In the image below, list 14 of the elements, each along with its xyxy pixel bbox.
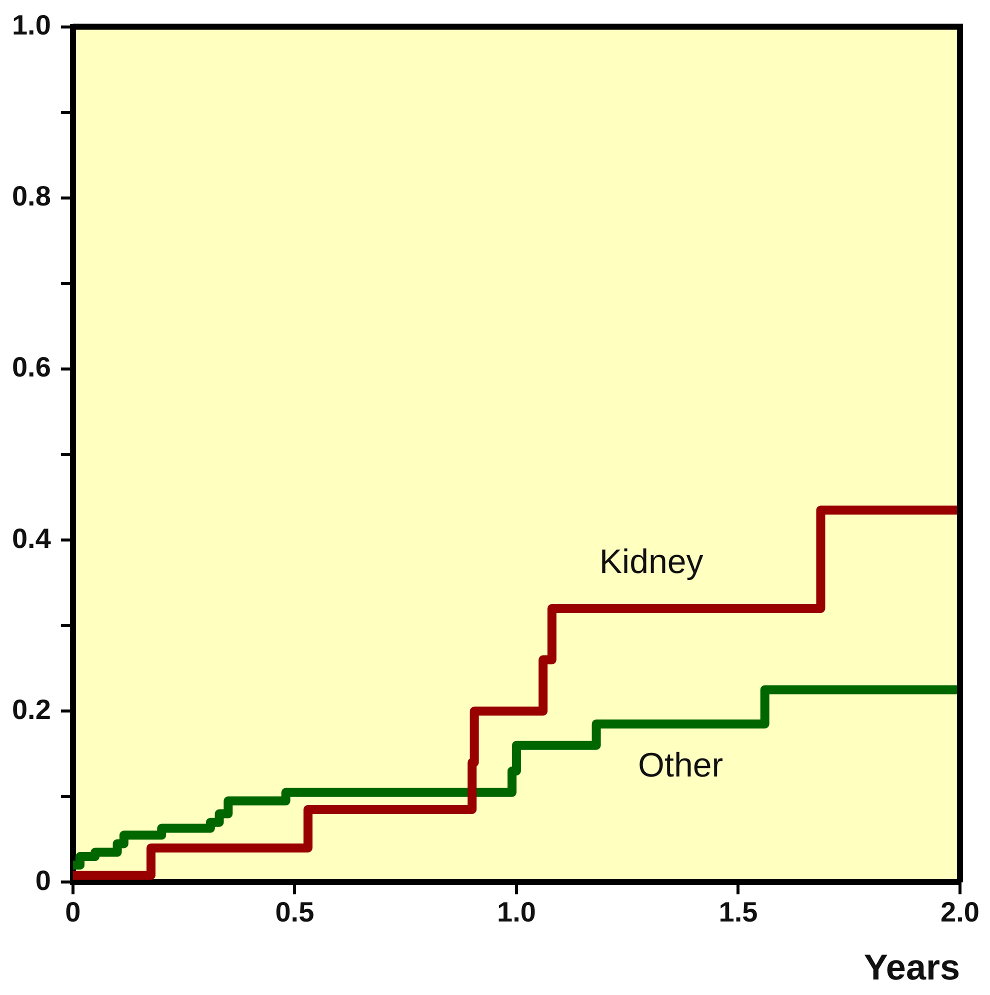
x-axis-title: Years	[864, 946, 960, 988]
x-tick-label: 0	[65, 896, 81, 928]
y-tick-label: 0.4	[12, 522, 52, 554]
x-tick-label: 2.0	[940, 896, 980, 928]
series-label: Kidney	[599, 542, 704, 581]
y-tick-label: 0.2	[12, 694, 51, 725]
x-tick-label: 1.5	[718, 896, 758, 928]
x-tick-label: 1.0	[496, 896, 536, 928]
y-tick-label: 0.6	[12, 352, 51, 383]
series-label: Other	[638, 746, 724, 784]
x-tick-label: 0.5	[275, 896, 314, 928]
y-tick-label: 1.0	[12, 10, 51, 41]
y-tick-label: 0	[35, 864, 51, 896]
y-tick-label: 0.8	[12, 180, 51, 212]
